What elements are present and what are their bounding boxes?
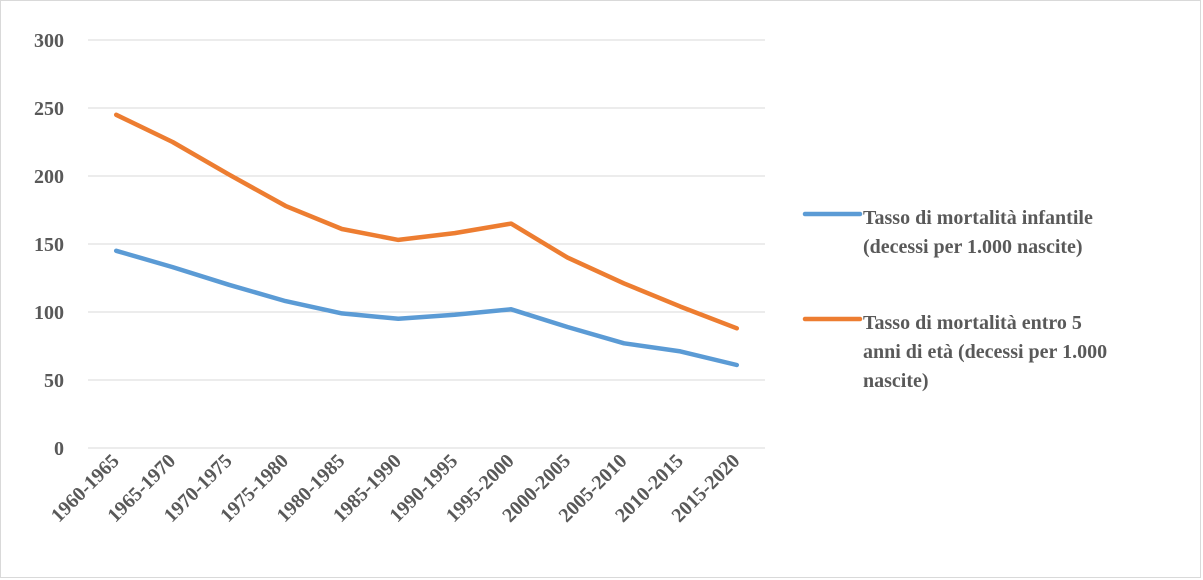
y-axis-ticks: 0 50 100 150 200 250 300: [34, 30, 64, 460]
legend-label: Tasso di mortalità entro 5 anni di età (d…: [863, 312, 1107, 392]
y-tick-label: 0: [54, 438, 64, 460]
gridlines: [88, 39, 765, 449]
legend-label: Tasso di mortalità infantile (decessi per…: [863, 207, 1093, 258]
y-tick-label: 300: [34, 30, 64, 52]
y-tick-label: 200: [34, 166, 64, 188]
legend: Tasso di mortalità infantile (decessi per…: [802, 207, 1107, 392]
y-tick-label: 100: [34, 302, 64, 324]
series-lines: [113, 112, 740, 368]
y-tick-label: 150: [34, 234, 64, 256]
series-line-2: [113, 112, 740, 331]
series-line-1: [113, 248, 740, 368]
y-tick-label: 250: [34, 98, 64, 120]
x-axis-ticks: 1960-19651965-19701970-19751975-19801980…: [47, 450, 744, 527]
legend-item-1: Tasso di mortalità infantile (decessi per…: [802, 207, 1093, 258]
y-tick-label: 50: [44, 370, 64, 392]
legend-item-2: Tasso di mortalità entro 5 anni di età (d…: [802, 312, 1107, 392]
